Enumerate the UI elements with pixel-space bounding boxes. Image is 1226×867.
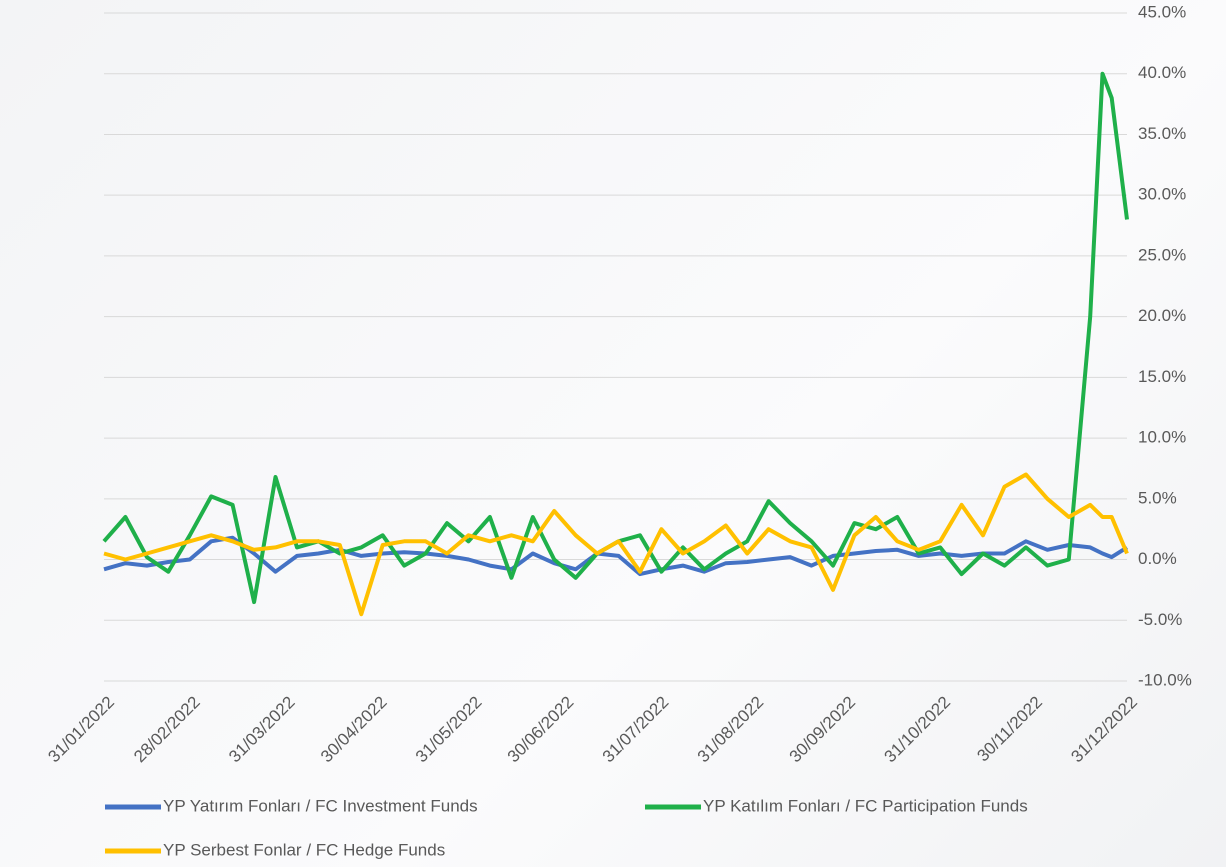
y-tick-label: 25.0% (1138, 245, 1186, 264)
x-tick-label: 30/04/2022 (317, 693, 391, 767)
y-tick-label: -5.0% (1138, 610, 1182, 629)
y-tick-label: 35.0% (1138, 124, 1186, 143)
series-line (103, 535, 1129, 577)
x-tick-label: 31/05/2022 (412, 693, 486, 767)
legend-label: YP Yatırım Fonları / FC Investment Funds (163, 796, 478, 815)
legend-label: YP Katılım Fonları / FC Participation Fu… (703, 796, 1028, 815)
x-tick-label: 31/07/2022 (599, 693, 673, 767)
y-tick-label: 45.0% (1138, 2, 1186, 21)
x-tick-label: 30/09/2022 (786, 693, 860, 767)
series-line (103, 472, 1129, 617)
x-tick-label: 30/11/2022 (973, 693, 1046, 766)
x-tick-label: 31/03/2022 (225, 693, 299, 767)
x-tick-label: 28/02/2022 (130, 693, 204, 767)
y-tick-label: 5.0% (1138, 488, 1177, 507)
x-tick-label: 31/12/2022 (1067, 693, 1141, 767)
x-tick-label: 30/06/2022 (504, 693, 578, 767)
y-tick-label: 0.0% (1138, 549, 1177, 568)
y-tick-label: -10.0% (1138, 670, 1192, 689)
series-line (102, 71, 1129, 605)
y-tick-label: 30.0% (1138, 185, 1186, 204)
y-tick-label: 10.0% (1138, 428, 1186, 447)
y-tick-label: 20.0% (1138, 306, 1186, 325)
y-tick-label: 15.0% (1138, 367, 1186, 386)
x-tick-label: 31/01/2022 (44, 693, 118, 767)
legend-label: YP Serbest Fonlar / FC Hedge Funds (163, 840, 445, 859)
y-tick-label: 40.0% (1138, 63, 1186, 82)
x-tick-label: 31/10/2022 (881, 693, 955, 767)
x-tick-label: 31/08/2022 (694, 693, 768, 767)
